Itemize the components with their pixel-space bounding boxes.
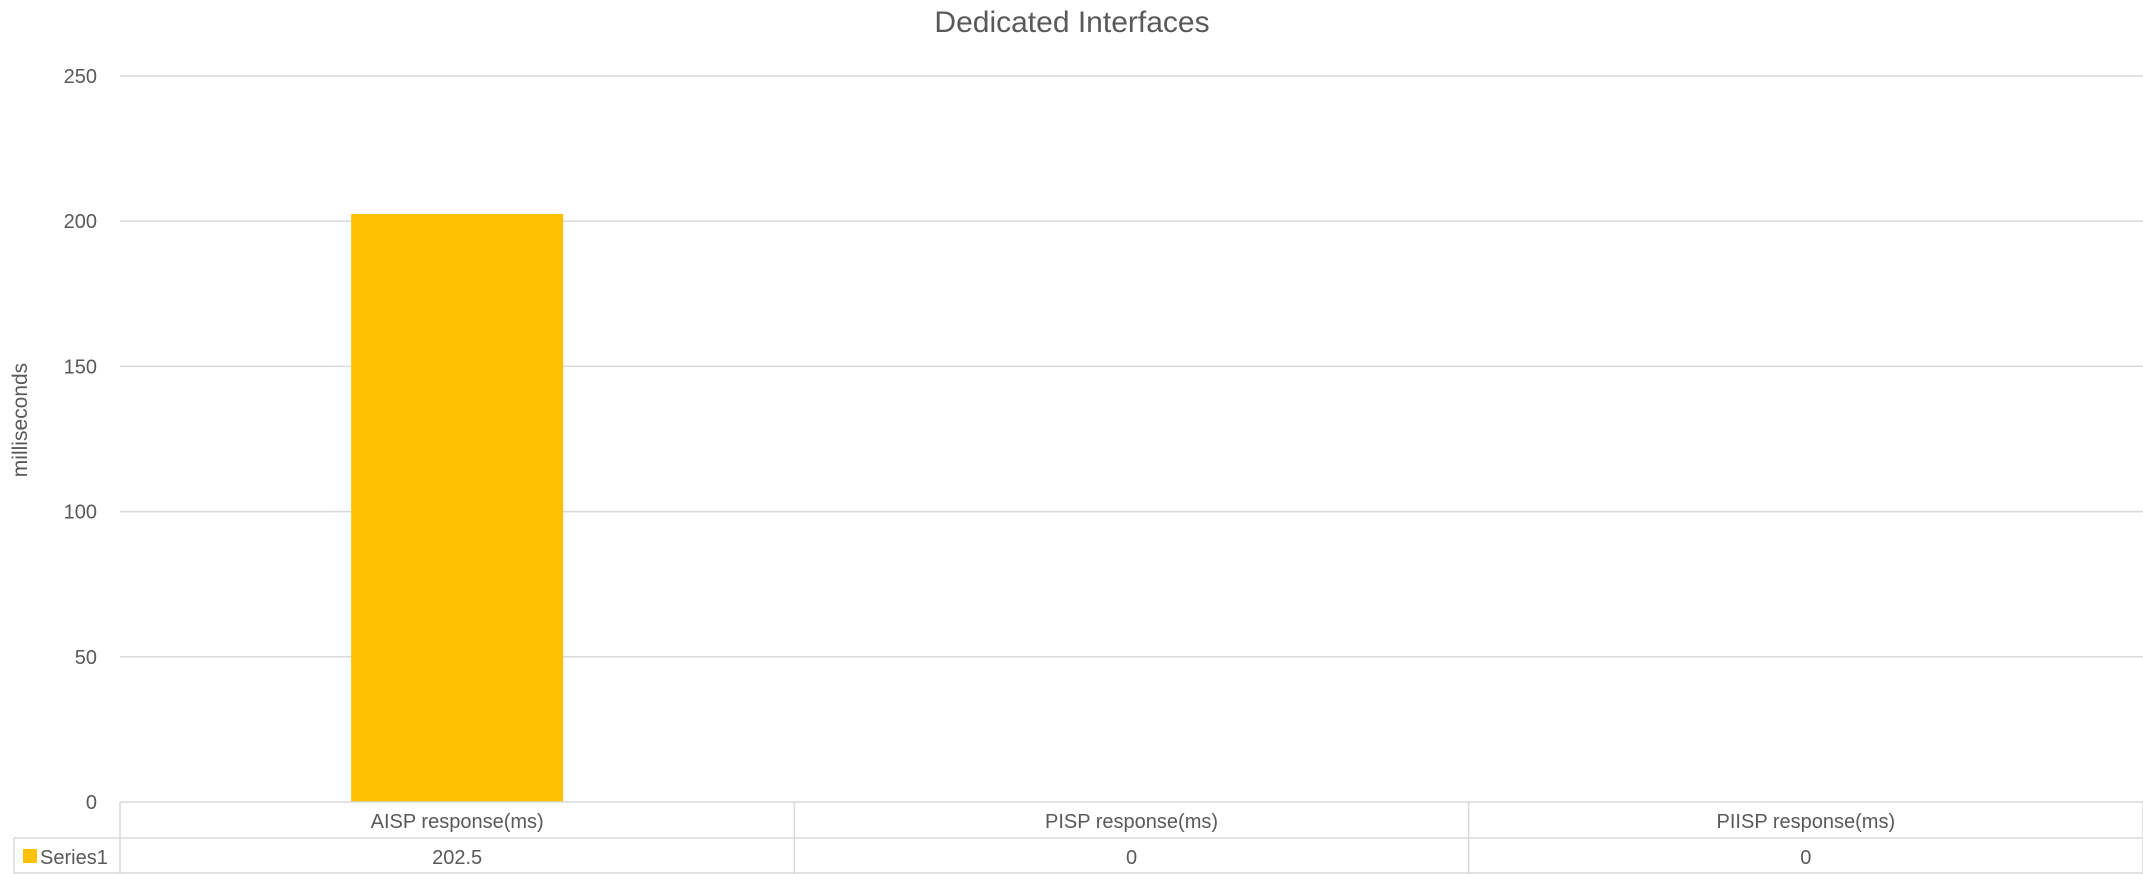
category-label: PIISP response(ms) [1717, 811, 1896, 833]
legend-series-name: Series1 [40, 847, 108, 869]
y-tick-label: 150 [64, 356, 97, 378]
data-value-label: 0 [1800, 847, 1811, 869]
data-table: AISP response(ms) PISP response(ms) PIISP … [13, 801, 2143, 874]
y-tick-labels: 0 50 100 150 200 250 [64, 66, 97, 814]
category-label: PISP response(ms) [1045, 811, 1218, 833]
chart-title: Dedicated Interfaces [934, 6, 1209, 39]
data-value-label: 0 [1126, 847, 1137, 869]
y-tick-label: 50 [75, 647, 97, 669]
bar [351, 213, 564, 802]
legend-swatch [23, 849, 37, 863]
y-tick-label: 200 [64, 211, 97, 233]
y-axis-title: milliseconds [9, 363, 32, 477]
data-value-label: 202.5 [432, 847, 482, 869]
bars [351, 213, 564, 802]
y-tick-label: 250 [64, 66, 97, 88]
category-label: AISP response(ms) [371, 811, 544, 833]
y-tick-label: 0 [86, 792, 97, 814]
y-tick-label: 100 [64, 502, 97, 524]
